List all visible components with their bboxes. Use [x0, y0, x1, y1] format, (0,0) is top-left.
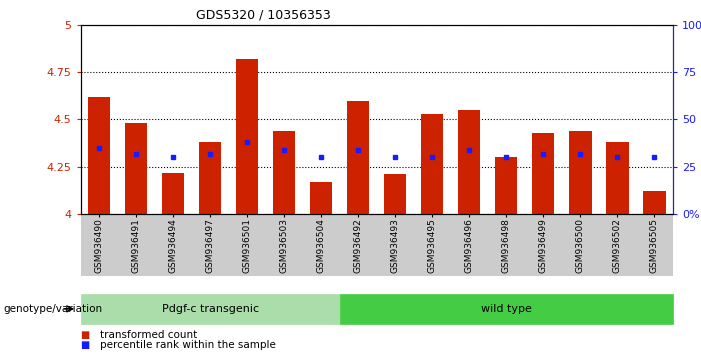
Bar	[125, 123, 147, 214]
Bar	[532, 133, 554, 214]
Bar	[458, 110, 480, 214]
Bar	[347, 101, 369, 214]
Text: ■: ■	[81, 340, 90, 350]
Bar	[273, 131, 295, 214]
Bar	[88, 97, 110, 214]
Text: ■: ■	[81, 330, 90, 339]
Bar	[421, 114, 444, 214]
Bar	[199, 142, 222, 214]
Bar	[569, 131, 592, 214]
Text: Pdgf-c transgenic: Pdgf-c transgenic	[162, 304, 259, 314]
Text: GDS5320 / 10356353: GDS5320 / 10356353	[196, 9, 331, 22]
Bar	[310, 182, 332, 214]
Text: wild type: wild type	[481, 304, 532, 314]
Bar	[495, 157, 517, 214]
Bar	[606, 142, 629, 214]
Bar	[162, 172, 184, 214]
Bar	[644, 192, 665, 214]
Text: genotype/variation: genotype/variation	[4, 304, 102, 314]
Text: percentile rank within the sample: percentile rank within the sample	[100, 340, 276, 350]
Bar	[236, 59, 258, 214]
Text: transformed count: transformed count	[100, 330, 198, 339]
Bar	[384, 175, 407, 214]
